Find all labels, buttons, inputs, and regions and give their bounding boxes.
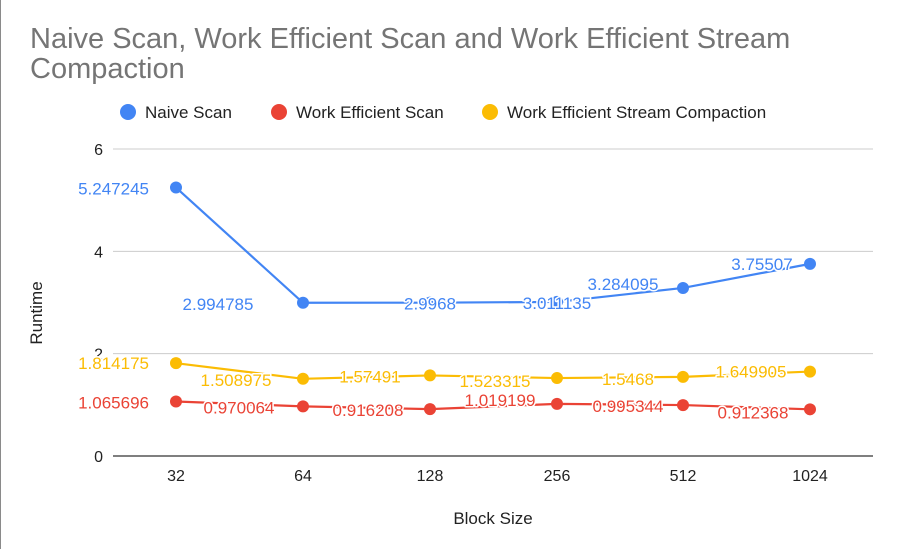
legend-item: Work Efficient Scan [271,103,444,122]
data-point [551,295,563,308]
data-label: 1.5468 [602,370,654,389]
legend-marker [482,104,498,120]
legend-label: Work Efficient Scan [296,103,444,122]
data-point [551,397,563,410]
legend-item: Naive Scan [120,103,232,122]
series-line [175,400,811,411]
legend-label: Work Efficient Stream Compaction [507,103,766,122]
data-label: 2.994785 [183,295,254,314]
data-label: 0.912368 [718,403,789,422]
data-label: 3.75507 [731,255,792,274]
data-point [424,403,436,416]
gridlines [113,148,873,457]
data-label: 1.508975 [201,371,272,390]
data-point [551,372,563,385]
x-tick-label: 256 [544,468,571,485]
data-point [424,369,436,382]
y-tick-label: 2 [94,347,103,364]
data-label: 0.916208 [333,401,404,420]
x-tick-label: 32 [167,468,185,485]
x-tick-label: 1024 [792,468,828,485]
y-tick-label: 6 [94,142,103,159]
data-label: 0.970064 [204,398,275,417]
data-label: 1.523315 [460,372,531,391]
data-point [170,357,182,370]
series-layer [170,181,816,416]
x-axis-title: Block Size [453,509,532,528]
data-point [424,296,436,309]
data-label: 3.284095 [588,275,659,294]
data-label: 1.065696 [78,393,149,412]
legend: Naive Scan Work Efficient Scan Work Effici… [120,103,766,122]
chart-title: Naive Scan, Work Efficient Scan and Work… [30,23,791,85]
x-tick-label: 128 [417,468,444,485]
y-tick-label: 4 [94,244,103,261]
legend-marker [120,104,136,120]
y-axis-ticks: 0 2 4 6 [94,142,103,466]
data-label: 0.995344 [593,397,664,416]
legend-label: Naive Scan [145,103,232,122]
x-tick-label: 64 [294,468,312,485]
data-label: 1.814175 [78,354,149,373]
x-axis-ticks: 32 64 128 256 512 1024 [167,468,828,485]
data-label: 1.649905 [716,363,787,382]
y-tick-label: 0 [94,449,103,466]
x-tick-label: 512 [670,468,697,485]
data-point [170,395,182,408]
legend-marker [271,104,287,120]
legend-item: Work Efficient Stream Compaction [482,103,766,122]
data-point [804,257,816,270]
y-axis-title: Runtime [27,281,46,344]
data-point [677,399,689,412]
data-label: 1.57491 [339,367,400,386]
data-label: 1.019199 [465,391,536,410]
series-line [175,186,811,304]
data-point [170,181,182,194]
data-point [297,400,309,413]
data-label: 3.011135 [523,294,591,313]
data-point [297,296,309,309]
data-point [804,403,816,416]
data-label: 5.247245 [78,180,149,199]
data-label: 2.9968 [404,295,456,314]
data-point [297,372,309,385]
series-line [175,362,811,380]
data-point [804,365,816,378]
data-point [677,281,689,294]
data-point [677,370,689,383]
